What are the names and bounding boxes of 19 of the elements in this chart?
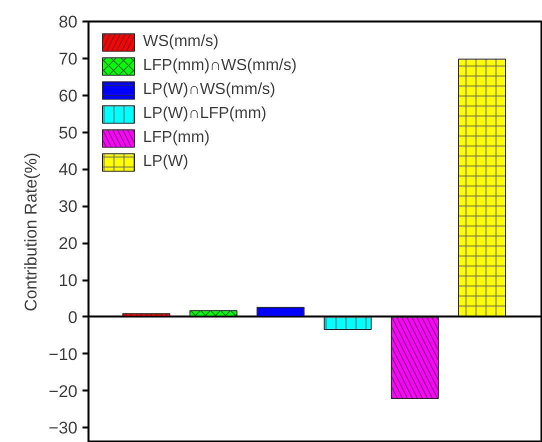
- y-tick-label: 50: [58, 123, 78, 142]
- y-tick-label: −20: [48, 382, 78, 401]
- legend-label: WS(mm/s): [143, 32, 219, 52]
- y-tick-label: 70: [58, 49, 78, 68]
- y-tick-label: 20: [58, 234, 78, 254]
- legend-label: LP(W): [143, 152, 188, 172]
- y-tick-label: 60: [58, 86, 78, 106]
- legend-label: LFP(mm)∩WS(mm/s): [143, 56, 297, 76]
- y-tick-label: −30: [48, 418, 78, 438]
- y-tick-label: 40: [58, 160, 78, 180]
- y-tick-label: 30: [58, 197, 78, 216]
- y-tick-label: −10: [48, 344, 78, 364]
- y-tick-label: 80: [58, 12, 78, 32]
- y-tick-label: 10: [58, 271, 78, 290]
- y-tick-label: 0: [68, 308, 78, 327]
- legend-label: LFP(mm): [143, 128, 210, 148]
- y-axis-title: Contribution Rate(%): [22, 152, 41, 312]
- legend-label: LP(W)∩WS(mm/s): [143, 80, 276, 100]
- legend-label: LP(W)∩LFP(mm): [143, 104, 266, 124]
